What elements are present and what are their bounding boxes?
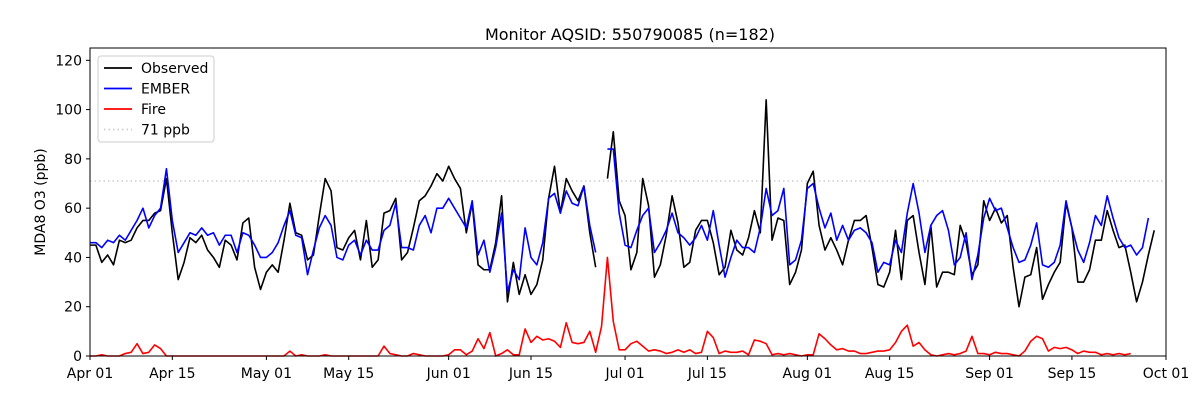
series-line-fire-segment-1 [90, 256, 1131, 357]
y-tick-label: 60 [64, 201, 82, 217]
series-line-observed-segment-2 [606, 98, 1156, 308]
x-tick-label: Sep 01 [965, 366, 1014, 382]
chart-title: Monitor AQSID: 550790085 (n=182) [485, 25, 775, 44]
y-tick-label: 0 [73, 349, 82, 365]
x-tick-label: Jun 01 [426, 366, 471, 382]
y-tick-label: 100 [55, 103, 82, 119]
legend-label: Observed [141, 61, 208, 77]
series-ember [90, 148, 1150, 293]
x-tick-label: Jul 01 [604, 366, 644, 382]
series-fire [90, 256, 1131, 357]
legend: Observed EMBER Fire 71 ppb [97, 55, 215, 143]
x-tick-label: May 15 [323, 366, 374, 382]
series-line-ember-segment-1 [90, 167, 597, 293]
x-tick-label: Jul 15 [687, 366, 727, 382]
x-tick-label: Sep 15 [1048, 366, 1097, 382]
y-axis-title: MDA8 O3 (ppb) [33, 148, 49, 256]
y-tick-label: 20 [64, 300, 82, 316]
y-tick-label: 80 [64, 152, 82, 168]
x-tick-label: May 01 [241, 366, 292, 382]
legend-label: Fire [141, 102, 166, 118]
x-tick-label: Apr 01 [67, 366, 113, 382]
legend-label: EMBER [141, 82, 190, 98]
series-observed [90, 98, 1156, 308]
x-tick-label: Oct 01 [1143, 366, 1189, 382]
y-tick-label: 40 [64, 250, 82, 266]
x-tick-label: Apr 15 [149, 366, 195, 382]
series-line-ember-segment-2 [607, 148, 1150, 281]
plot-frame [89, 47, 1167, 357]
y-tick-label: 120 [55, 53, 82, 69]
axes: 0 20 40 60 80 100 120 Apr 01 Apr 15 May 01 May 15 J… [55, 47, 1189, 382]
series-line-observed-segment-1 [90, 165, 597, 303]
legend-label: 71 ppb [141, 123, 190, 139]
legend-box [97, 55, 215, 143]
plot-area [90, 98, 1166, 357]
x-tick-label: Aug 01 [783, 366, 833, 382]
x-tick-label: Aug 15 [865, 366, 915, 382]
x-tick-label: Jun 15 [508, 366, 553, 382]
